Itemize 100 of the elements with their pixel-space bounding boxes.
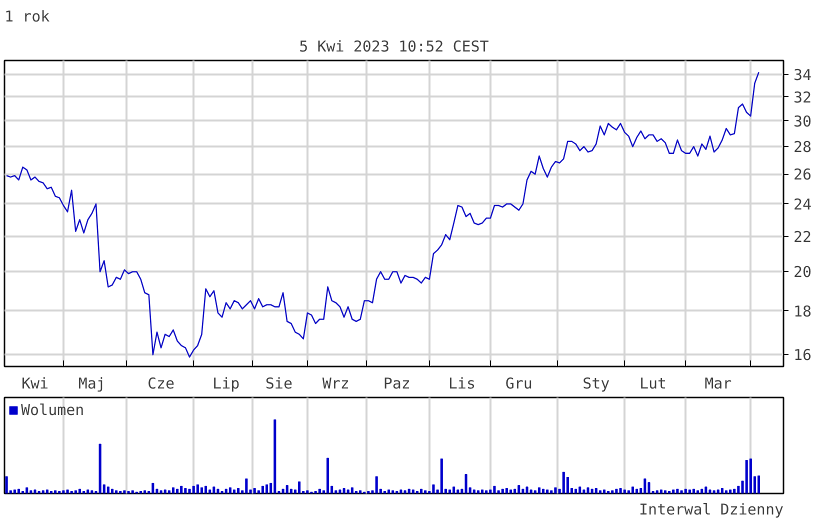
bar (334, 490, 338, 494)
x-tick-label: Lis (448, 374, 476, 392)
bar (534, 490, 536, 494)
bar (749, 458, 752, 494)
bar (224, 488, 228, 494)
bar (619, 488, 622, 494)
bar (489, 490, 492, 494)
x-tick-label: Mar (704, 374, 732, 392)
bar (505, 488, 508, 494)
bar (518, 485, 520, 494)
bar (253, 488, 256, 494)
bar (184, 488, 187, 494)
y-tick-label: 34 (794, 66, 812, 84)
x-tick-label: Gru (505, 374, 532, 392)
bar (346, 490, 350, 494)
bar (590, 488, 594, 494)
bar (86, 490, 90, 494)
bar (232, 490, 236, 494)
bar (228, 487, 232, 494)
bar (704, 486, 708, 494)
bar (501, 488, 504, 494)
bar (684, 488, 687, 494)
bar (98, 444, 102, 494)
bar (54, 490, 57, 494)
bar (13, 490, 16, 494)
bar (172, 487, 175, 494)
bar (408, 488, 410, 494)
bar (123, 490, 126, 494)
bar (538, 487, 540, 494)
bar (200, 487, 203, 494)
y-tick-label: 16 (794, 346, 812, 364)
bar (623, 490, 626, 494)
bar (688, 490, 691, 494)
bar (266, 484, 268, 494)
bar (375, 476, 378, 494)
x-tick-label: Cze (148, 374, 175, 392)
bar (664, 490, 667, 494)
bar (648, 482, 650, 494)
bar (485, 490, 488, 494)
bar (472, 490, 476, 494)
bar (306, 490, 309, 494)
bar (733, 488, 736, 494)
bar (578, 486, 582, 494)
bar (257, 490, 260, 494)
bar (30, 490, 32, 494)
bar (110, 488, 114, 494)
bar (152, 482, 154, 494)
bar (34, 490, 36, 494)
bar (562, 472, 565, 494)
bar (574, 488, 578, 494)
bar (168, 490, 170, 494)
bar (46, 490, 48, 494)
bar (644, 478, 646, 494)
bar (26, 487, 28, 494)
x-tick-label: Lut (640, 374, 667, 392)
bar (131, 490, 134, 494)
bar (392, 490, 394, 494)
bar (412, 490, 414, 494)
bar (74, 490, 77, 494)
bar (448, 490, 452, 494)
bar (290, 488, 292, 494)
bar (598, 490, 602, 494)
bar (611, 490, 614, 494)
x-tick-label: Paz (383, 374, 410, 392)
y-tick-label: 20 (794, 263, 812, 282)
bar (758, 476, 760, 494)
bar (420, 488, 423, 494)
bar (326, 458, 330, 494)
chart-subtitle: 5 Kwi 2023 10:52 CEST (299, 38, 489, 56)
bar (212, 486, 216, 494)
bar (493, 486, 496, 494)
bar (208, 490, 212, 494)
bar (627, 490, 630, 494)
bar (660, 490, 662, 494)
bar (144, 490, 146, 494)
bar (400, 490, 402, 494)
bar (476, 490, 480, 494)
bar (318, 488, 321, 494)
bar (424, 490, 427, 494)
bar (729, 490, 732, 494)
bar (615, 488, 618, 494)
bar (17, 488, 20, 494)
bar (237, 488, 240, 494)
bar (359, 490, 362, 494)
bar (440, 458, 443, 494)
y-tick-label: 32 (794, 88, 812, 106)
bar (720, 488, 724, 494)
x-tick-label: Lip (212, 374, 240, 392)
bar (680, 490, 683, 494)
bar (546, 490, 549, 494)
bar (522, 488, 524, 494)
bar (180, 486, 183, 494)
bar (464, 474, 468, 494)
bar (62, 490, 65, 494)
bar (582, 490, 586, 494)
bar (509, 490, 512, 494)
bar (282, 488, 284, 494)
bar (115, 490, 118, 494)
bar (672, 490, 675, 494)
bar (550, 490, 553, 494)
